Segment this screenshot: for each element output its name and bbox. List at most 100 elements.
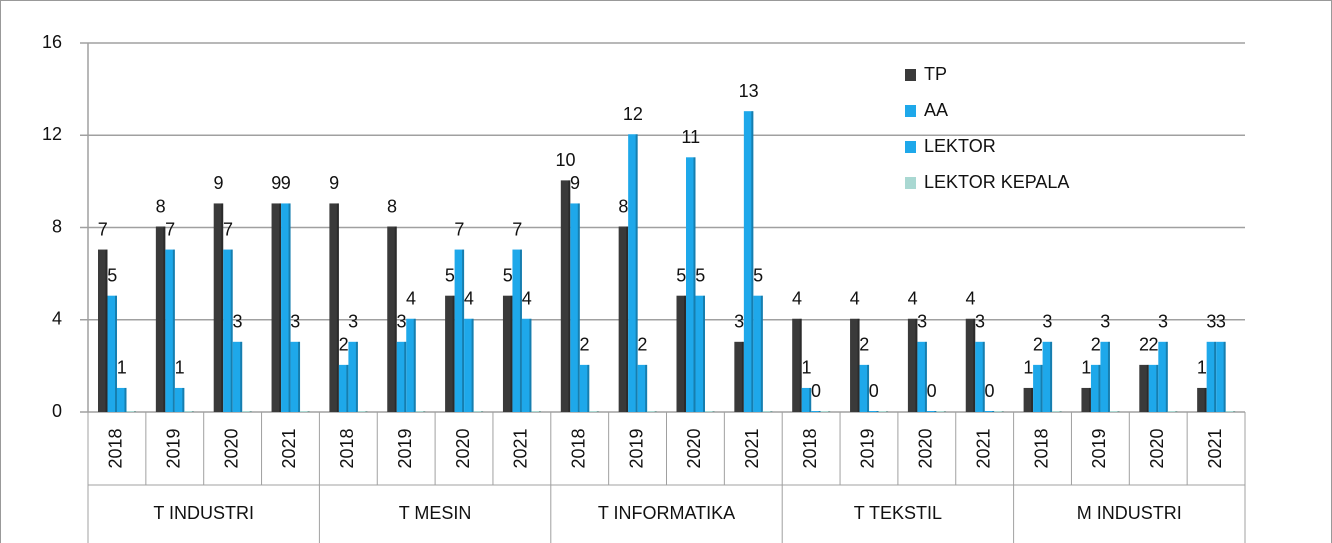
data-label: 1 bbox=[801, 358, 811, 378]
bar bbox=[705, 411, 715, 412]
bar bbox=[1023, 387, 1034, 412]
bar bbox=[406, 318, 416, 412]
x-tick-label: 2020 bbox=[1147, 428, 1167, 468]
bar bbox=[570, 203, 580, 412]
bar-shade bbox=[654, 411, 657, 412]
data-label: 4 bbox=[850, 289, 860, 309]
data-label: 2 bbox=[580, 335, 590, 355]
bar-shade bbox=[915, 318, 918, 412]
x-tick-label: 2020 bbox=[916, 428, 936, 468]
bar-shade bbox=[982, 341, 985, 412]
bar-shade bbox=[943, 411, 946, 412]
data-label: 9 bbox=[271, 173, 281, 193]
bar bbox=[850, 318, 860, 412]
bar bbox=[1100, 341, 1110, 412]
bar bbox=[926, 411, 937, 412]
bar bbox=[965, 318, 976, 412]
data-label: 2 bbox=[1149, 335, 1159, 355]
bar-shade bbox=[1107, 341, 1110, 412]
bar-shade bbox=[828, 411, 831, 412]
data-label: 0 bbox=[811, 381, 821, 401]
x-tick-label: 2020 bbox=[684, 428, 704, 468]
data-label: 8 bbox=[387, 196, 397, 216]
bar-shade bbox=[230, 249, 233, 412]
group-label: T MESIN bbox=[399, 503, 472, 523]
data-label: 3 bbox=[1216, 312, 1226, 332]
bar bbox=[618, 226, 629, 412]
bar-shade bbox=[346, 364, 349, 412]
data-label: 1 bbox=[1023, 358, 1033, 378]
data-label: 3 bbox=[1042, 312, 1052, 332]
bar bbox=[1225, 411, 1236, 412]
bar-shade bbox=[249, 411, 252, 412]
bar-shade bbox=[809, 387, 812, 412]
bar-shade bbox=[1088, 387, 1091, 412]
bar bbox=[637, 364, 648, 412]
bar-shade bbox=[404, 341, 407, 412]
bar bbox=[281, 203, 291, 412]
bar bbox=[107, 295, 117, 412]
data-label: 5 bbox=[695, 265, 705, 285]
data-label: 2 bbox=[859, 335, 869, 355]
data-label: 11 bbox=[681, 127, 700, 147]
bar bbox=[155, 226, 166, 412]
bar-shade bbox=[529, 318, 532, 412]
bar-shade bbox=[626, 226, 629, 412]
bar bbox=[1139, 364, 1149, 412]
bar-shade bbox=[452, 295, 455, 412]
bar-shade bbox=[876, 411, 879, 412]
data-label: 4 bbox=[464, 289, 474, 309]
bar-shade bbox=[973, 318, 976, 412]
data-label: 4 bbox=[908, 289, 918, 309]
bar-shade bbox=[1040, 364, 1043, 412]
bar bbox=[242, 411, 252, 412]
legend-swatch bbox=[905, 177, 916, 189]
bar-shade bbox=[240, 341, 243, 412]
bar bbox=[348, 341, 358, 412]
group-label: M INDUSTRI bbox=[1077, 503, 1182, 523]
x-tick-label: 2018 bbox=[106, 428, 126, 468]
data-label: 2 bbox=[1091, 335, 1101, 355]
bar-shade bbox=[934, 411, 937, 412]
data-label: 4 bbox=[406, 289, 416, 309]
data-label: 4 bbox=[522, 289, 532, 309]
bar bbox=[445, 295, 455, 412]
bar-shade bbox=[134, 411, 136, 412]
bar bbox=[232, 341, 243, 412]
group-label: T TEKSTIL bbox=[854, 503, 942, 523]
bar-shade bbox=[355, 341, 358, 412]
bar-shade bbox=[924, 341, 927, 412]
data-label: 0 bbox=[927, 381, 937, 401]
bar bbox=[579, 364, 590, 412]
bar-shade bbox=[471, 318, 474, 412]
bar-shade bbox=[510, 295, 513, 412]
legend-label: LEKTOR bbox=[924, 136, 996, 156]
data-label: 9 bbox=[213, 173, 223, 193]
bar bbox=[223, 249, 233, 412]
bar-shade bbox=[1001, 411, 1004, 412]
bar-shade bbox=[799, 318, 802, 412]
bar bbox=[1042, 341, 1053, 412]
bar-shade bbox=[163, 226, 166, 412]
y-tick-label: 16 bbox=[42, 32, 62, 52]
bar-shade bbox=[568, 180, 571, 412]
bar bbox=[628, 134, 638, 412]
x-tick-label: 2021 bbox=[973, 428, 993, 468]
data-label: 10 bbox=[556, 150, 576, 170]
data-label: 7 bbox=[454, 219, 464, 239]
data-label: 7 bbox=[223, 219, 233, 239]
y-tick-label: 4 bbox=[52, 309, 62, 329]
bar bbox=[753, 295, 763, 412]
data-label: 2 bbox=[339, 335, 349, 355]
bar bbox=[464, 318, 474, 412]
bar-shade bbox=[587, 364, 590, 412]
bar bbox=[98, 249, 108, 412]
group-label: T INDUSTRI bbox=[153, 503, 254, 523]
bar bbox=[859, 364, 870, 412]
data-label: 5 bbox=[676, 265, 686, 285]
bar bbox=[290, 341, 301, 412]
bar bbox=[387, 226, 397, 412]
x-tick-label: 2019 bbox=[626, 428, 646, 468]
bar-shade bbox=[741, 341, 744, 412]
